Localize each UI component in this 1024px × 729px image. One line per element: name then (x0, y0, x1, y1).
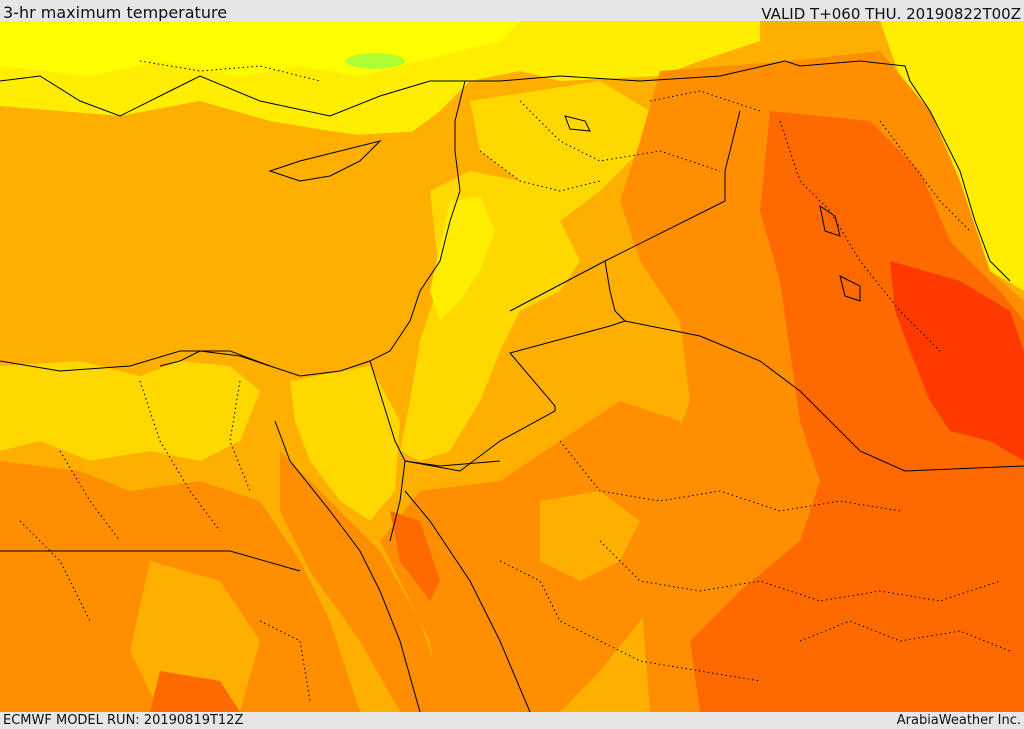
arabia-light-patches (540, 491, 640, 581)
admin-borders (19, 60, 1011, 702)
model-run-label: ECMWF MODEL RUN: 20190819T12Z (3, 713, 244, 728)
temperature-map[interactable] (0, 21, 1024, 712)
green-spot (345, 53, 405, 69)
map-title: 3-hr maximum temperature (3, 3, 228, 22)
mediterranean-sea (0, 101, 450, 371)
header-bar: 3-hr maximum temperature VALID T+060 THU… (0, 0, 1024, 23)
country-borders (0, 60, 1024, 572)
credit-label: ArabiaWeather Inc. (896, 713, 1021, 728)
north-egypt-yellow (0, 361, 260, 461)
southwest-dark (150, 671, 240, 712)
syria-yellow (470, 81, 650, 221)
footer-bar: ECMWF MODEL RUN: 20190819T12Z ArabiaWeat… (0, 712, 1024, 729)
aqaba-dark (390, 511, 440, 601)
sinai-yellow (290, 366, 400, 521)
valid-time: VALID T+060 THU. 20190822T00Z (761, 5, 1021, 23)
iraq-red-core (890, 261, 1024, 461)
levant-bright (430, 196, 495, 321)
red-sea-orange (280, 451, 450, 712)
temperature-map-svg (0, 21, 1024, 712)
iraq-dark-orange (690, 111, 1024, 712)
coastlines (0, 75, 861, 712)
